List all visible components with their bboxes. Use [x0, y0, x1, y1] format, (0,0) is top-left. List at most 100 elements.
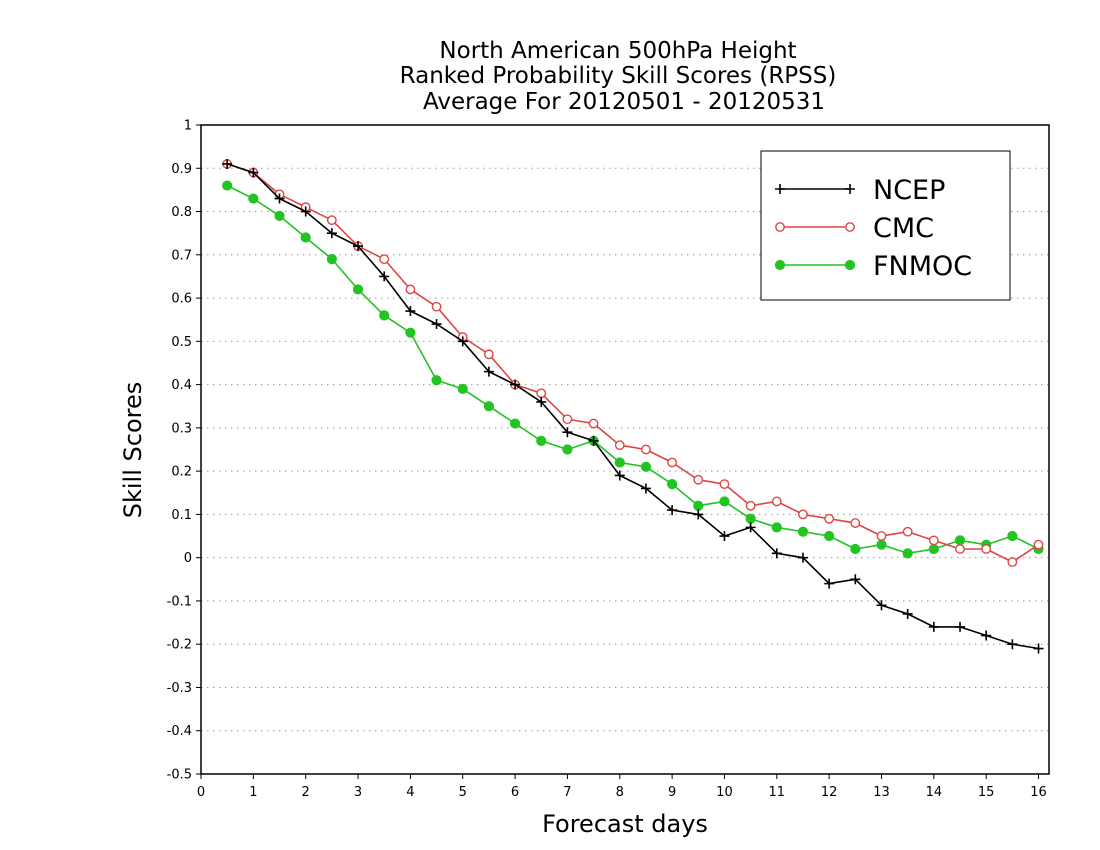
- data-point-ncep: [876, 600, 887, 611]
- chart-title: North American 500hPa Height Ranked Prob…: [400, 38, 837, 115]
- data-point-fnmoc: [248, 193, 259, 204]
- title-line-2: Ranked Probability Skill Scores (RPSS): [400, 63, 837, 89]
- data-point-cmc: [405, 284, 416, 295]
- legend-marker: [775, 184, 785, 194]
- data-point-fnmoc: [876, 539, 887, 550]
- data-point-fnmoc: [1007, 530, 1018, 542]
- data-point-ncep: [379, 271, 390, 282]
- data-point-ncep: [955, 621, 966, 632]
- data-point-fnmoc: [431, 375, 442, 386]
- title-line-3: Average For 20120501 - 20120531: [423, 89, 825, 115]
- y-tick-label: 0.5: [171, 335, 192, 350]
- legend-item-cmc: CMC: [775, 213, 934, 244]
- data-point-ncep: [562, 427, 573, 438]
- data-point-ncep: [326, 228, 337, 239]
- legend-item-ncep: NCEP: [775, 175, 945, 206]
- series-ncep: [222, 158, 1044, 654]
- data-point-fnmoc: [667, 479, 678, 490]
- x-tick-label: 11: [769, 785, 786, 800]
- x-tick-label: 4: [406, 785, 414, 800]
- y-tick-label: 0.9: [171, 162, 192, 177]
- x-tick-label: 0: [197, 785, 205, 800]
- data-point-fnmoc: [379, 310, 390, 321]
- data-point-fnmoc: [771, 522, 782, 533]
- legend-label: CMC: [873, 213, 934, 244]
- y-tick-label: -0.5: [167, 768, 192, 783]
- data-point-cmc: [562, 414, 573, 425]
- x-tick-label: 2: [302, 785, 310, 800]
- data-point-cmc: [693, 474, 704, 485]
- data-point-cmc: [484, 349, 494, 360]
- data-point-cmc: [824, 513, 835, 524]
- legend-label: FNMOC: [873, 251, 972, 282]
- data-point-fnmoc: [405, 327, 416, 338]
- data-point-ncep: [850, 574, 861, 585]
- x-tick-label: 15: [978, 785, 995, 800]
- data-point-cmc: [902, 526, 913, 537]
- y-axis-title: Skill Scores: [119, 382, 147, 519]
- x-tick-label: 16: [1030, 785, 1047, 800]
- data-point-cmc: [1033, 539, 1044, 550]
- data-point-cmc: [745, 500, 756, 511]
- data-point-fnmoc: [693, 500, 704, 511]
- x-tick-label: 1: [249, 785, 257, 800]
- data-point-ncep: [797, 552, 808, 563]
- x-tick-label: 14: [926, 785, 943, 800]
- series-fnmoc: [222, 180, 1044, 559]
- legend: NCEP CMC FNMOC: [760, 150, 1011, 301]
- y-tick-label: 1: [184, 119, 192, 134]
- data-point-fnmoc: [928, 543, 939, 555]
- x-tick-label: 6: [511, 785, 519, 800]
- data-point-ncep: [640, 483, 651, 494]
- data-point-fnmoc: [274, 210, 285, 221]
- y-tick-label: 0.6: [171, 292, 192, 307]
- data-point-ncep: [588, 435, 599, 446]
- data-point-fnmoc: [457, 383, 468, 395]
- data-point-ncep: [510, 379, 521, 390]
- legend-item-fnmoc: FNMOC: [774, 251, 972, 282]
- data-point-ncep: [693, 509, 704, 520]
- y-tick-label: 0.7: [171, 248, 192, 263]
- data-point-fnmoc: [797, 526, 809, 537]
- y-tick-label: 0.4: [171, 378, 192, 393]
- plot-frame: [200, 124, 1050, 775]
- data-point-ncep: [222, 158, 233, 169]
- data-point-fnmoc: [562, 444, 573, 455]
- data-point-ncep: [902, 608, 913, 619]
- data-point-fnmoc: [850, 543, 861, 555]
- data-point-cmc: [850, 518, 861, 528]
- x-tick-label: 8: [616, 785, 624, 800]
- data-point-ncep: [745, 522, 756, 533]
- legend-marker: [775, 222, 785, 232]
- legend-marker: [845, 222, 855, 232]
- data-point-cmc: [771, 496, 782, 507]
- data-point-cmc: [588, 418, 599, 429]
- data-point-cmc: [955, 544, 965, 554]
- x-tick-label: 12: [821, 785, 838, 800]
- legend-marker: [845, 184, 855, 194]
- data-point-fnmoc: [300, 232, 311, 243]
- data-point-fnmoc: [352, 284, 364, 295]
- title-line-1: North American 500hPa Height: [439, 38, 796, 64]
- data-point-cmc: [667, 457, 678, 468]
- x-tick-label: 9: [668, 785, 676, 800]
- data-point-fnmoc: [719, 496, 730, 507]
- x-axis: 0 1 2 3 4 5 6 7 8 9 10 11 12 13 14 15 16: [197, 774, 1047, 800]
- data-point-cmc: [798, 509, 808, 520]
- data-point-fnmoc: [536, 435, 547, 446]
- data-point-fnmoc: [483, 401, 495, 412]
- data-point-fnmoc: [640, 461, 652, 472]
- x-tick-label: 5: [459, 785, 467, 800]
- x-axis-title: Forecast days: [542, 810, 708, 838]
- legend-marker: [774, 259, 786, 271]
- series-line-ncep: [226, 163, 1039, 650]
- legend-marker: [844, 259, 856, 271]
- data-point-ncep: [928, 621, 939, 632]
- data-point-ncep: [353, 241, 364, 252]
- y-tick-label: -0.4: [167, 724, 192, 739]
- data-point-fnmoc: [745, 513, 756, 524]
- data-point-ncep: [1033, 643, 1044, 654]
- data-point-fnmoc: [222, 180, 233, 191]
- data-point-ncep: [300, 206, 311, 217]
